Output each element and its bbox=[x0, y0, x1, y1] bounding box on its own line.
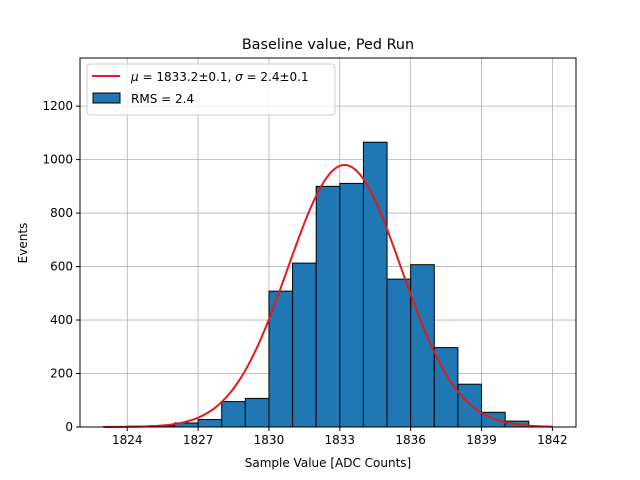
histogram-bar bbox=[244, 397, 270, 428]
legend-mu-value: = 1833.2±0.1, bbox=[139, 70, 235, 84]
gaussian-fit-curve bbox=[103, 163, 553, 428]
y-tick-label: 1000 bbox=[42, 153, 73, 167]
histogram-bar bbox=[197, 419, 223, 428]
y-tick-label: 0 bbox=[65, 420, 73, 434]
histogram-bar bbox=[457, 383, 483, 428]
x-tick-label: 1830 bbox=[254, 433, 285, 447]
legend-sigma-value: = 2.4±0.1 bbox=[243, 70, 309, 84]
legend-fit-label: μ = 1833.2±0.1, σ = 2.4±0.1 bbox=[130, 70, 309, 84]
x-tick-label: 1824 bbox=[112, 433, 143, 447]
x-tick-label: 1836 bbox=[395, 433, 426, 447]
histogram-bar bbox=[292, 262, 317, 428]
legend-hist-swatch bbox=[92, 92, 121, 104]
x-tick-label: 1833 bbox=[325, 433, 356, 447]
y-tick-label: 400 bbox=[50, 313, 73, 327]
y-tick-label: 1200 bbox=[42, 99, 73, 113]
chart-title: Baseline value, Ped Run bbox=[242, 37, 414, 53]
y-axis-ticks: 0 200 400 600 800 1000 1200 bbox=[42, 99, 80, 434]
plot-frame bbox=[79, 57, 577, 428]
x-tick-label: 1827 bbox=[183, 433, 214, 447]
legend: μ = 1833.2±0.1, σ = 2.4±0.1 RMS = 2.4 bbox=[86, 63, 336, 116]
x-tick-label: 1839 bbox=[466, 433, 497, 447]
x-tick-label: 1842 bbox=[537, 433, 568, 447]
y-tick-label: 200 bbox=[50, 367, 73, 381]
x-axis-ticks: 1824 1827 1830 1833 1836 1839 1842 bbox=[112, 427, 568, 447]
histogram-bar bbox=[386, 278, 412, 428]
legend-box bbox=[86, 63, 336, 116]
histogram-bar bbox=[221, 401, 246, 428]
x-axis-label: Sample Value [ADC Counts] bbox=[245, 456, 411, 470]
histogram-bar bbox=[315, 185, 341, 428]
y-tick-label: 600 bbox=[50, 260, 73, 274]
legend-rms-label: RMS = 2.4 bbox=[131, 92, 194, 106]
histogram-bars bbox=[103, 141, 530, 428]
histogram-bar bbox=[339, 182, 364, 428]
legend-sigma-symbol: σ bbox=[235, 70, 243, 84]
y-tick-label: 800 bbox=[50, 206, 73, 220]
legend-mu-symbol: μ bbox=[130, 70, 139, 84]
y-axis-label: Events bbox=[16, 223, 30, 264]
